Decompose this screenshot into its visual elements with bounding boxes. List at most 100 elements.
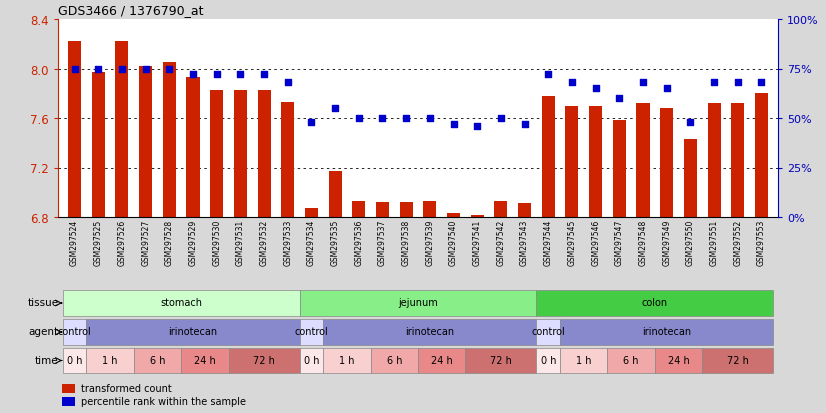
Bar <box>536 291 773 316</box>
Bar <box>234 90 247 218</box>
Text: colon: colon <box>642 298 668 308</box>
Point <box>305 119 318 126</box>
Bar <box>139 67 152 218</box>
Bar <box>134 348 181 373</box>
Point <box>376 115 389 122</box>
Bar <box>300 291 536 316</box>
Text: 0 h: 0 h <box>540 355 556 365</box>
Bar <box>607 348 655 373</box>
Bar <box>702 348 773 373</box>
Bar <box>92 73 105 218</box>
Text: 0 h: 0 h <box>67 355 83 365</box>
Point <box>423 115 436 122</box>
Point <box>542 72 555 78</box>
Text: 24 h: 24 h <box>194 355 216 365</box>
Text: 24 h: 24 h <box>431 355 453 365</box>
Bar <box>229 348 300 373</box>
Point <box>518 121 531 128</box>
Bar <box>62 384 74 393</box>
Bar <box>424 202 436 218</box>
Bar <box>116 42 129 218</box>
Point <box>494 115 507 122</box>
Text: jejunum: jejunum <box>398 298 438 308</box>
Bar <box>536 348 560 373</box>
Bar <box>63 320 87 345</box>
Bar <box>637 104 649 218</box>
Text: 0 h: 0 h <box>304 355 319 365</box>
Bar <box>87 348 134 373</box>
Bar <box>542 97 555 218</box>
Text: stomach: stomach <box>160 298 202 308</box>
Bar <box>684 140 697 218</box>
Bar <box>323 348 371 373</box>
Bar <box>495 202 507 218</box>
Bar <box>560 320 773 345</box>
Text: 6 h: 6 h <box>387 355 402 365</box>
Point <box>210 72 223 78</box>
Point <box>447 121 460 128</box>
Point <box>187 72 200 78</box>
Point <box>163 66 176 73</box>
Bar <box>258 90 271 218</box>
Text: control: control <box>295 327 328 337</box>
Bar <box>613 121 626 218</box>
Point <box>329 106 342 112</box>
Bar <box>181 348 229 373</box>
Bar <box>87 320 300 345</box>
Text: agent: agent <box>28 327 59 337</box>
Text: control: control <box>58 327 92 337</box>
Bar <box>371 348 418 373</box>
Bar <box>589 107 602 218</box>
Bar <box>281 103 294 218</box>
Bar <box>655 348 702 373</box>
Point <box>68 66 81 73</box>
Bar <box>329 172 342 218</box>
Bar <box>708 104 720 218</box>
Point <box>352 115 365 122</box>
Text: percentile rank within the sample: percentile rank within the sample <box>81 396 246 406</box>
Text: irinotecan: irinotecan <box>642 327 691 337</box>
Point <box>281 80 294 86</box>
Point <box>731 80 744 86</box>
Point <box>589 86 602 93</box>
Bar <box>471 215 484 218</box>
Text: 6 h: 6 h <box>150 355 165 365</box>
Bar <box>566 107 578 218</box>
Point <box>707 80 720 86</box>
Bar <box>63 348 87 373</box>
Bar <box>447 214 460 218</box>
Point <box>684 119 697 126</box>
Bar <box>465 348 536 373</box>
Bar <box>731 104 744 218</box>
Bar <box>63 291 300 316</box>
Bar <box>300 320 323 345</box>
Point <box>139 66 152 73</box>
Text: irinotecan: irinotecan <box>406 327 454 337</box>
Bar <box>376 203 389 218</box>
Bar <box>300 348 323 373</box>
Point <box>471 123 484 130</box>
Bar <box>210 90 223 218</box>
Point <box>755 80 768 86</box>
Point <box>92 66 105 73</box>
Text: 24 h: 24 h <box>667 355 690 365</box>
Bar <box>68 42 81 218</box>
Bar <box>560 348 607 373</box>
Bar <box>660 109 673 218</box>
Bar <box>536 320 560 345</box>
Text: 72 h: 72 h <box>253 355 275 365</box>
Bar <box>62 397 74 406</box>
Bar <box>755 94 768 218</box>
Text: 6 h: 6 h <box>624 355 638 365</box>
Text: 1 h: 1 h <box>102 355 118 365</box>
Text: 72 h: 72 h <box>727 355 748 365</box>
Text: GDS3466 / 1376790_at: GDS3466 / 1376790_at <box>58 5 203 17</box>
Text: time: time <box>35 355 59 365</box>
Point <box>234 72 247 78</box>
Text: control: control <box>531 327 565 337</box>
Bar <box>323 320 536 345</box>
Bar <box>418 348 465 373</box>
Text: 72 h: 72 h <box>490 355 512 365</box>
Point <box>636 80 649 86</box>
Text: 1 h: 1 h <box>339 355 354 365</box>
